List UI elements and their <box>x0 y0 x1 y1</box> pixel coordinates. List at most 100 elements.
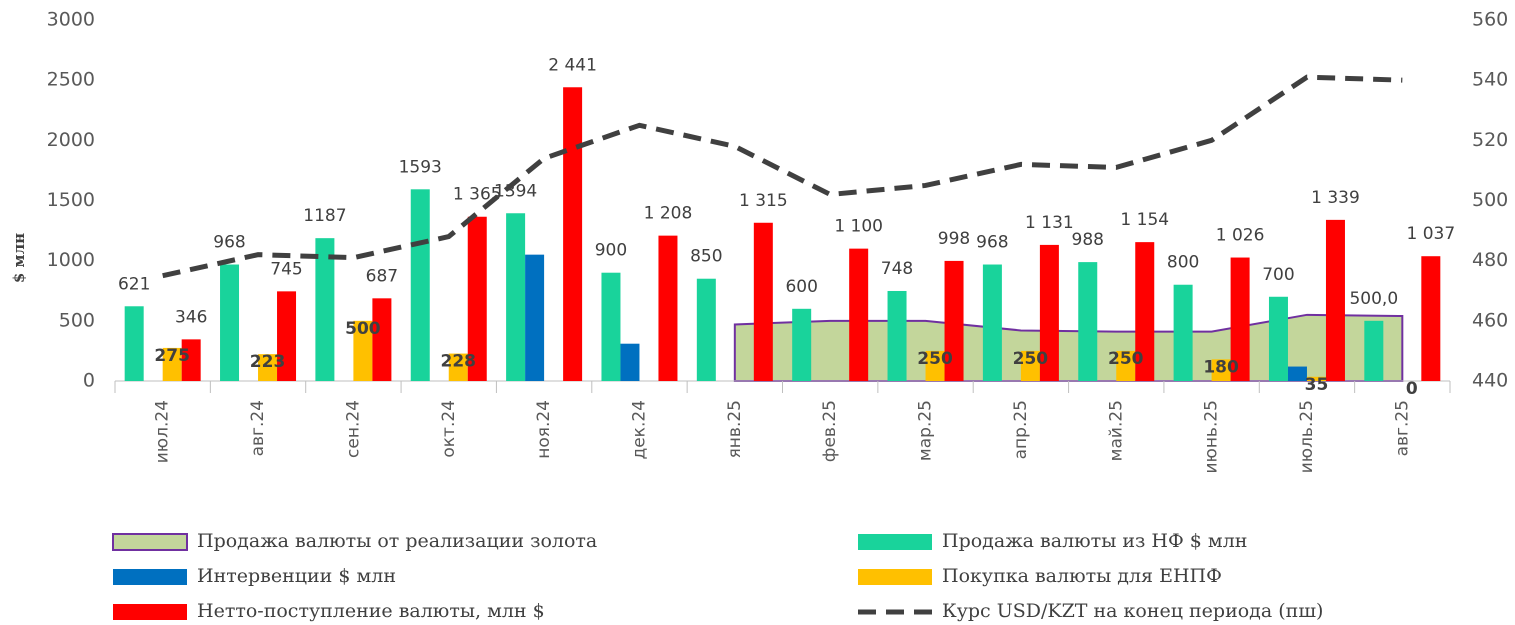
data-label: 600 <box>785 277 817 297</box>
bar <box>944 260 964 381</box>
data-label: 748 <box>881 259 913 279</box>
legend-label: Нетто-поступление валюты, млн $ <box>197 600 545 622</box>
data-label: 1 339 <box>1311 188 1360 208</box>
y-tick-label: 1500 <box>47 189 95 211</box>
bar <box>277 291 297 381</box>
bar <box>849 248 869 381</box>
data-label: 500,0 <box>1349 289 1398 309</box>
x-tick-label: июль.25 <box>1297 400 1317 473</box>
data-label: 180 <box>1203 357 1239 377</box>
data-label: 700 <box>1262 265 1294 285</box>
y-tick-label: 2000 <box>47 129 95 151</box>
x-tick-label: фев.25 <box>820 400 840 462</box>
x-tick-label: авг.24 <box>248 400 268 456</box>
x-tick-label: сен.24 <box>343 400 363 458</box>
legend-label: Интервенции $ млн <box>197 565 396 587</box>
y2-tick-label: 540 <box>1472 69 1508 91</box>
y-axis-title: $ млн <box>10 233 28 283</box>
y2-tick-label: 480 <box>1472 249 1508 271</box>
y2-tick-label: 440 <box>1472 370 1508 392</box>
data-label: 275 <box>154 346 190 366</box>
data-label: 250 <box>1108 349 1144 369</box>
bar <box>353 320 373 381</box>
x-tick-label: май.25 <box>1106 400 1126 461</box>
data-label: 500 <box>345 319 381 339</box>
data-label: 35 <box>1305 375 1329 395</box>
bar <box>1364 320 1384 381</box>
bar <box>1039 244 1059 381</box>
bar <box>563 87 583 382</box>
bar <box>1173 284 1193 381</box>
x-tick-label: янв.25 <box>725 400 745 458</box>
data-label: 1593 <box>399 157 442 177</box>
data-label: 1 037 <box>1406 224 1455 244</box>
data-label: 968 <box>213 233 245 253</box>
bar <box>658 235 678 381</box>
bar <box>258 354 278 381</box>
y-tick-label: 2500 <box>47 69 95 91</box>
data-label: 250 <box>917 349 953 369</box>
legend-swatch <box>858 534 932 550</box>
data-label: 2 441 <box>548 55 597 75</box>
data-label: 998 <box>938 229 970 249</box>
bar <box>315 238 335 381</box>
data-label: 228 <box>441 352 477 372</box>
data-label: 900 <box>595 241 627 261</box>
bar <box>506 213 526 381</box>
y2-tick-label: 520 <box>1472 129 1508 151</box>
y2-tick-label: 460 <box>1472 309 1508 331</box>
bar <box>181 339 201 381</box>
line <box>162 74 1403 279</box>
data-label: 687 <box>366 266 398 286</box>
data-label: 1 131 <box>1025 213 1074 233</box>
data-label: 250 <box>1013 349 1049 369</box>
x-tick-label: апр.25 <box>1011 400 1031 459</box>
bar <box>753 222 773 381</box>
bar <box>372 298 392 381</box>
data-label: 1187 <box>303 206 346 226</box>
bar <box>887 290 907 381</box>
bar <box>410 189 430 381</box>
x-tick-label: июл.24 <box>153 400 173 463</box>
y-tick-label: 1000 <box>47 249 95 271</box>
bar <box>467 216 487 381</box>
bar <box>1135 242 1155 381</box>
bar <box>982 264 1002 381</box>
bar <box>220 264 240 381</box>
data-label: 1 365 <box>453 185 502 205</box>
bar <box>162 347 182 381</box>
data-label: 1 026 <box>1216 226 1265 246</box>
legend-label: Покупка валюты для ЕНПФ <box>942 565 1222 587</box>
data-label: 988 <box>1072 230 1104 250</box>
bar <box>448 353 468 381</box>
data-label: 745 <box>270 259 302 279</box>
bar <box>1306 376 1326 381</box>
bar <box>1020 350 1040 381</box>
data-label: 1394 <box>494 181 537 201</box>
x-tick-label: авг.25 <box>1392 400 1412 456</box>
bar <box>1230 257 1250 381</box>
legend-label: Курс USD/KZT на конец периода (пш) <box>942 600 1323 622</box>
bar <box>124 306 144 381</box>
bar <box>792 308 812 381</box>
data-label: 800 <box>1167 253 1199 273</box>
bar <box>1325 219 1345 381</box>
bar <box>1116 350 1136 381</box>
y-tick-label: 3000 <box>47 9 95 31</box>
data-label: 968 <box>976 233 1008 253</box>
legend-swatch <box>858 569 932 585</box>
data-label: 223 <box>250 352 286 372</box>
legend-swatch <box>112 533 188 551</box>
bar <box>525 254 545 381</box>
y-tick-label: 500 <box>59 309 95 331</box>
y2-tick-label: 560 <box>1472 9 1508 31</box>
data-label: 1 315 <box>739 191 788 211</box>
legend-swatch <box>113 569 187 585</box>
bar <box>1421 256 1441 381</box>
legend-label: Продажа валюты из НФ $ млн <box>942 530 1247 552</box>
x-tick-label: окт.24 <box>439 400 459 458</box>
y-tick-label: 0 <box>83 370 95 392</box>
data-label: 850 <box>690 247 722 267</box>
bar <box>925 350 945 381</box>
